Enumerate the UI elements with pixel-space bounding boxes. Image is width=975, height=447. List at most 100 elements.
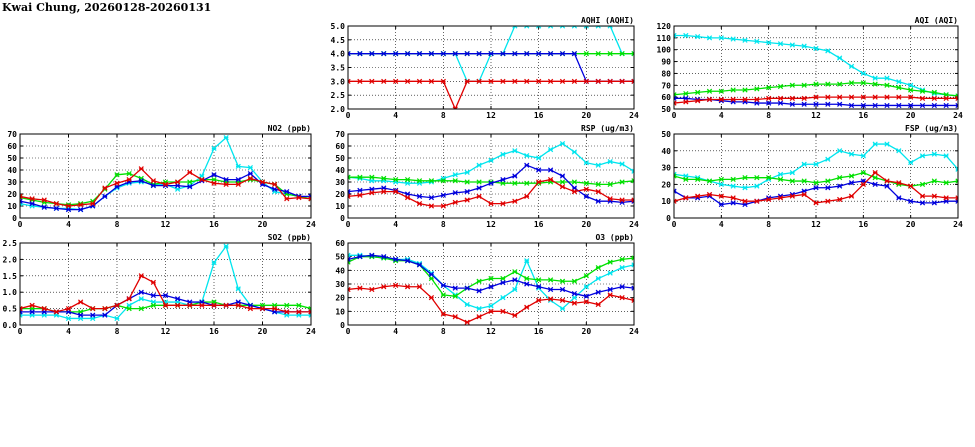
rsp-point-blue [476, 185, 482, 191]
aqhi-point-blue [440, 51, 446, 57]
aqhi-point-green [607, 51, 613, 57]
o3-xtick-label: 8 [441, 327, 446, 336]
fsp-point-cyan [931, 151, 937, 157]
aqhi-point-red [381, 78, 387, 84]
so2-ytick-label: 1.0 [3, 288, 18, 297]
fsp-ytick-label: 40 [661, 147, 671, 156]
o3-point-blue [404, 258, 411, 264]
rsp-point-red [440, 203, 446, 209]
so2-point-red [20, 305, 23, 312]
rsp-point-green [559, 179, 566, 185]
rsp-xtick-label: 20 [582, 220, 592, 229]
o3-point-red [524, 304, 530, 310]
aqi-point-blue [872, 102, 878, 109]
no2-point-red [90, 200, 96, 207]
aqhi-point-red [547, 78, 554, 84]
aqi-xtick-label: 24 [953, 111, 963, 120]
o3-point-cyan [512, 286, 518, 293]
fsp-point-red [943, 195, 949, 201]
aqi-point-red [825, 94, 831, 100]
o3-point-red [440, 311, 446, 317]
so2-point-cyan [211, 260, 217, 266]
aqi-point-cyan [754, 38, 760, 45]
aqi-point-red [754, 96, 760, 103]
fsp-ytick-label: 30 [661, 164, 671, 173]
so2-point-red [284, 309, 290, 315]
fsp-point-green [955, 178, 958, 184]
no2-ytick-label: 70 [7, 130, 17, 139]
aqi-point-red [674, 100, 677, 106]
aqhi-point-red [416, 78, 423, 84]
so2-point-red [41, 305, 47, 312]
no2-point-blue [187, 184, 193, 190]
o3-point-blue [512, 277, 518, 283]
fsp-point-green [683, 176, 689, 182]
aqhi-ytick-label: 3.5 [331, 64, 346, 73]
o3-point-red [381, 284, 387, 290]
so2-point-cyan [138, 296, 144, 302]
o3-point-cyan [488, 303, 494, 309]
o3-point-red [607, 292, 613, 298]
o3-point-red [571, 300, 578, 306]
rsp-point-blue [428, 194, 435, 201]
fsp-point-red [695, 193, 701, 199]
so2-point-red [114, 302, 120, 308]
aqi-point-red [896, 94, 902, 100]
so2-point-red [162, 302, 169, 308]
rsp-series-group [348, 140, 634, 209]
o3-point-green [476, 278, 482, 284]
no2-xtick-label: 8 [115, 220, 120, 229]
aqi-point-blue [777, 100, 784, 106]
no2-point-red [29, 196, 35, 202]
fsp-point-cyan [813, 161, 819, 167]
so2-point-red [272, 305, 278, 312]
no2-point-cyan [235, 163, 241, 170]
no2-ytick-label: 0 [12, 214, 17, 223]
fsp-point-red [801, 191, 807, 198]
no2-point-red [41, 197, 47, 203]
rsp-point-red [619, 197, 625, 203]
aqi-ytick-label: 120 [657, 22, 672, 31]
aqi-point-green [931, 89, 937, 96]
aqi-title: AQI (AQI) [915, 16, 958, 25]
aqhi-point-blue [464, 51, 470, 57]
fsp-point-cyan [872, 141, 878, 147]
aqhi-point-red [357, 78, 363, 84]
rsp-point-cyan [476, 162, 482, 168]
so2-point-red [199, 302, 205, 308]
rsp-point-red [583, 186, 589, 192]
fsp-point-red [754, 198, 760, 204]
no2-point-red [114, 180, 120, 186]
no2-point-blue [102, 193, 108, 200]
aqhi-point-red [404, 78, 411, 84]
o3-point-blue [369, 252, 375, 258]
o3-point-blue [607, 286, 613, 293]
aqi-ytick-label: 60 [661, 93, 671, 102]
o3-point-cyan [559, 305, 566, 312]
o3-point-blue [464, 285, 470, 291]
aqhi-point-blue [348, 51, 351, 57]
no2-point-red [284, 196, 290, 202]
no2-point-blue [247, 170, 253, 177]
rsp-point-green [619, 179, 625, 185]
no2-ytick-label: 50 [7, 154, 17, 163]
so2-point-red [126, 296, 132, 302]
fsp-point-red [848, 193, 855, 199]
aqi-point-red [742, 96, 748, 103]
aqhi-xtick-label: 20 [582, 111, 592, 120]
no2-point-red [247, 175, 253, 182]
aqi-point-blue [801, 101, 807, 107]
rsp-point-cyan [524, 152, 530, 159]
o3-point-cyan [595, 275, 601, 282]
rsp-point-cyan [595, 162, 601, 168]
fsp-point-cyan [955, 166, 958, 172]
so2-point-cyan [114, 315, 120, 322]
aqhi-xtick-label: 12 [486, 111, 496, 120]
rsp-point-green [357, 174, 363, 180]
no2-ytick-label: 20 [7, 190, 17, 199]
rsp-point-cyan [500, 151, 506, 158]
aqhi-xtick-label: 4 [393, 111, 398, 120]
fsp-point-red [884, 178, 890, 184]
fsp-point-red [931, 193, 937, 199]
o3-point-red [348, 286, 351, 293]
